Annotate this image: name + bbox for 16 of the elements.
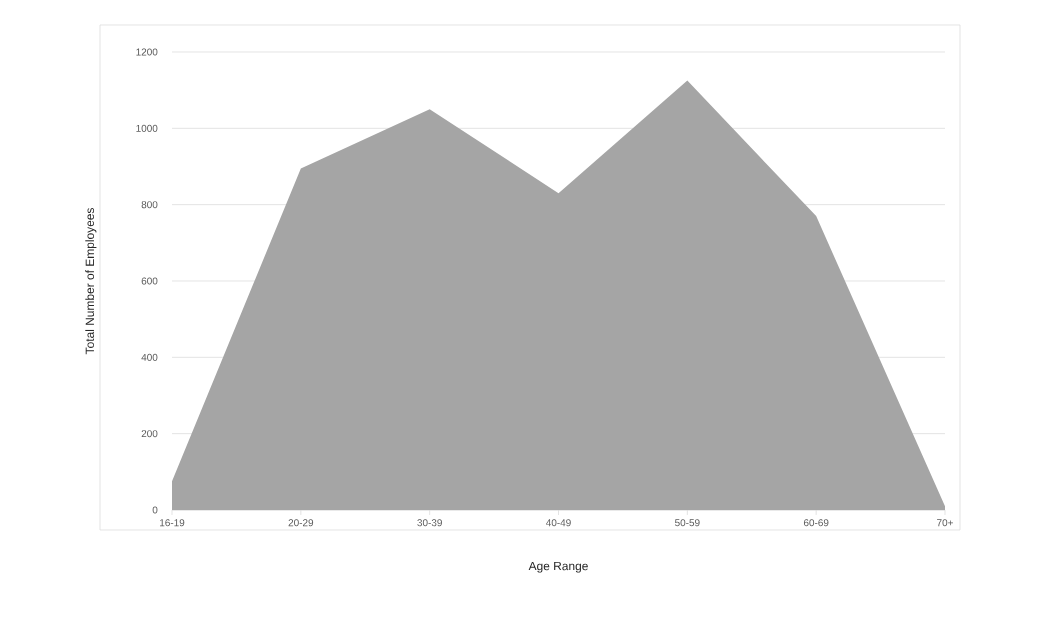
y-tick-label: 400	[141, 353, 158, 361]
x-tick-label: 50-59	[675, 519, 700, 527]
y-tick-label: 1200	[136, 48, 158, 56]
x-tick-label: 16-19	[160, 519, 185, 527]
y-tick-label: 600	[141, 277, 158, 285]
y-tick-label: 1000	[136, 124, 158, 132]
y-tick-label: 200	[141, 430, 158, 438]
x-tick-label: 40-49	[546, 519, 571, 527]
y-tick-label: 800	[141, 201, 158, 209]
x-tick-label: 70+	[937, 519, 953, 527]
x-tick-label: 60-69	[803, 519, 829, 527]
x-tick-label: 20-29	[288, 519, 314, 527]
y-tick-label: 0	[152, 506, 158, 514]
y-axis-title: Total Number of Employees	[85, 208, 97, 355]
x-axis-title: Age Range	[528, 561, 588, 573]
x-tick-label: 30-39	[417, 519, 442, 527]
